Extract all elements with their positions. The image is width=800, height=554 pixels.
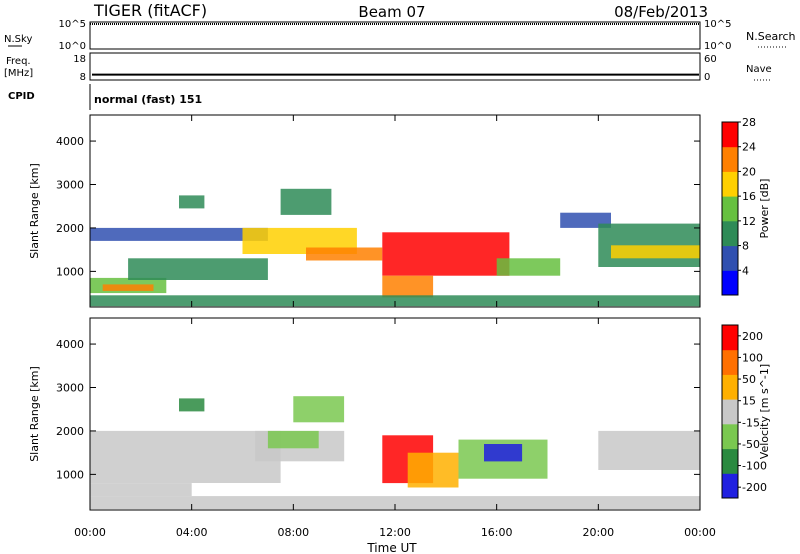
data-region-10 bbox=[496, 258, 561, 276]
data-region-4 bbox=[179, 195, 205, 209]
x-axis-title: Time UT bbox=[366, 541, 417, 554]
data-region-0 bbox=[90, 430, 281, 483]
nsearch-tick-low: 10^0 bbox=[704, 41, 731, 52]
data-region-9 bbox=[484, 444, 523, 462]
freq-tick-low: 8 bbox=[80, 72, 86, 83]
data-region-13 bbox=[611, 245, 700, 259]
velocity-panel: 00:00 04:00 08:00 12:00 16:00 20:00 00:00 1000 2… bbox=[28, 317, 771, 539]
freq-unit-label: [MHz] bbox=[4, 68, 33, 79]
x-tick-label: 08:00 bbox=[277, 526, 309, 539]
colorbar-segment-1 bbox=[722, 245, 738, 271]
power-panel: 1000 2000 3000 4000 Slant Range [km] 4 8 12 16 20… bbox=[28, 114, 771, 308]
x-tick-label: 00:00 bbox=[74, 526, 106, 539]
colorbar-segment-6 bbox=[722, 325, 738, 351]
data-region-2 bbox=[179, 398, 205, 412]
y-tick-label: 4000 bbox=[56, 135, 84, 148]
data-region-6 bbox=[280, 188, 332, 215]
cpid-panel: CPID normal (fast) 151 bbox=[8, 84, 202, 110]
data-region-14 bbox=[90, 295, 700, 307]
x-tick-label: 12:00 bbox=[379, 526, 411, 539]
nave-tick-low: 0 bbox=[704, 72, 710, 83]
colorbar-segment-5 bbox=[722, 146, 738, 172]
colorbar-frame bbox=[721, 121, 739, 296]
data-region-2 bbox=[102, 284, 154, 291]
colorbar-segment-1 bbox=[722, 448, 738, 474]
colorbar-segment-5 bbox=[722, 349, 738, 375]
y-tick-label: 2000 bbox=[56, 425, 84, 438]
data-region-8 bbox=[382, 232, 510, 276]
y-axis-title: Slant Range [km] bbox=[28, 366, 41, 462]
nsearch-label: N.Search bbox=[746, 30, 796, 43]
data-region-3 bbox=[128, 258, 268, 280]
freq-panel: Freq. [MHz] 18 8 60 0 Nave bbox=[4, 52, 772, 83]
y-axis-title: Slant Range [km] bbox=[28, 163, 41, 259]
cpid-text: normal (fast) 151 bbox=[94, 93, 202, 106]
nsky-tick-low: 10^0 bbox=[59, 41, 86, 52]
colorbar-tick-label: 16 bbox=[742, 190, 756, 203]
colorbar-tick-label: -15 bbox=[742, 416, 760, 429]
nave-label: Nave bbox=[746, 64, 772, 75]
colorbar-tick-label: 8 bbox=[742, 240, 749, 253]
colorbar-segment-2 bbox=[722, 220, 738, 247]
station-title: TIGER (fitACF) bbox=[93, 1, 207, 20]
beam-title: Beam 07 bbox=[358, 3, 425, 21]
data-region-0 bbox=[90, 227, 268, 241]
colorbar-tick-label: 50 bbox=[742, 373, 756, 386]
y-tick-label: 1000 bbox=[56, 265, 84, 278]
y-tick-label: 3000 bbox=[56, 179, 84, 192]
cpid-label: CPID bbox=[8, 91, 35, 102]
colorbar-tick-label: 24 bbox=[742, 141, 756, 154]
colorbar-tick-label: 4 bbox=[742, 264, 749, 277]
colorbar-segment-0 bbox=[722, 270, 738, 296]
nsky-tick-high: 10^5 bbox=[59, 19, 86, 30]
colorbar-segment-2 bbox=[722, 423, 738, 450]
x-tick-label: 20:00 bbox=[582, 526, 614, 539]
nave-tick-high: 60 bbox=[704, 54, 717, 65]
y-tick-label: 1000 bbox=[56, 468, 84, 481]
colorbar-segment-4 bbox=[722, 171, 738, 197]
colorbar-tick-label: -200 bbox=[742, 481, 767, 494]
colorbar-tick-label: 20 bbox=[742, 165, 756, 178]
x-tick-label: 00:00 bbox=[684, 526, 716, 539]
data-region-1 bbox=[90, 483, 192, 497]
colorbar-frame bbox=[721, 324, 739, 499]
data-region-10 bbox=[598, 430, 700, 470]
colorbar-tick-label: 200 bbox=[742, 330, 763, 343]
y-tick-label: 2000 bbox=[56, 222, 84, 235]
date-title: 08/Feb/2013 bbox=[614, 3, 708, 21]
colorbar-title: Power [dB] bbox=[758, 179, 771, 239]
data-region-7 bbox=[306, 247, 383, 261]
colorbar-tick-label: 12 bbox=[742, 215, 756, 228]
colorbar-segment-3 bbox=[722, 399, 738, 425]
nsky-label: N.Sky bbox=[4, 34, 32, 45]
x-tick-label: 04:00 bbox=[176, 526, 208, 539]
data-region-9 bbox=[382, 275, 434, 298]
colorbar-segment-0 bbox=[722, 473, 738, 499]
data-region-7 bbox=[407, 452, 459, 488]
colorbar-segment-3 bbox=[722, 196, 738, 222]
colorbar-segment-6 bbox=[722, 122, 738, 148]
colorbar-segment-4 bbox=[722, 374, 738, 400]
nsearch-tick-high: 10^5 bbox=[704, 19, 731, 30]
freq-tick-high: 18 bbox=[73, 54, 86, 65]
x-tick-label: 16:00 bbox=[481, 526, 513, 539]
y-tick-label: 3000 bbox=[56, 382, 84, 395]
colorbar-tick-label: 100 bbox=[742, 351, 763, 364]
y-tick-label: 4000 bbox=[56, 338, 84, 351]
nsky-panel: N.Sky 10^5 10^0 10^5 10^0 N.Search bbox=[4, 19, 796, 52]
colorbar-title: Velocity [m s^-1] bbox=[758, 364, 771, 459]
colorbar-tick-label: 28 bbox=[742, 116, 756, 129]
colorbar-tick-label: -100 bbox=[742, 460, 767, 473]
data-region-4 bbox=[267, 430, 319, 449]
data-region-5 bbox=[293, 396, 345, 423]
freq-label: Freq. bbox=[6, 56, 31, 67]
colorbar-tick-label: -50 bbox=[742, 438, 760, 451]
colorbar-tick-label: 15 bbox=[742, 395, 756, 408]
data-region-11 bbox=[90, 496, 700, 510]
